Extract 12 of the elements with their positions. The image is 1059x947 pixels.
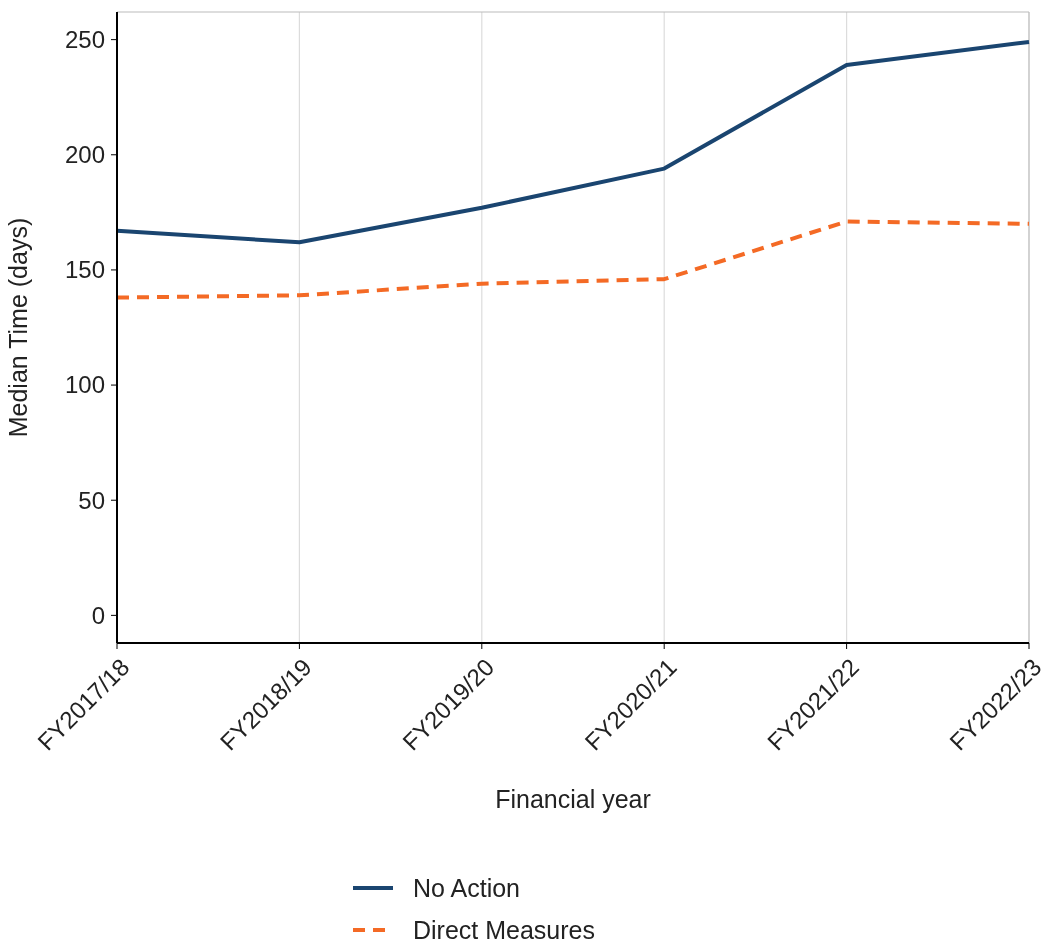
y-tick-label: 50 xyxy=(78,486,105,514)
line-series xyxy=(115,39,1031,245)
x-axis-title: Financial year xyxy=(495,785,651,813)
y-tick-label: 0 xyxy=(91,601,105,629)
y-axis-title: Median Time (days) xyxy=(4,217,32,438)
legend-label: Direct Measures xyxy=(413,915,595,944)
y-tick-label: 150 xyxy=(64,256,105,284)
y-tick-label: 100 xyxy=(64,371,105,399)
y-tick-label: 200 xyxy=(64,141,105,169)
legend-label: No Action xyxy=(413,873,521,902)
line-series xyxy=(115,219,1031,300)
y-tick-label: 250 xyxy=(64,26,105,54)
